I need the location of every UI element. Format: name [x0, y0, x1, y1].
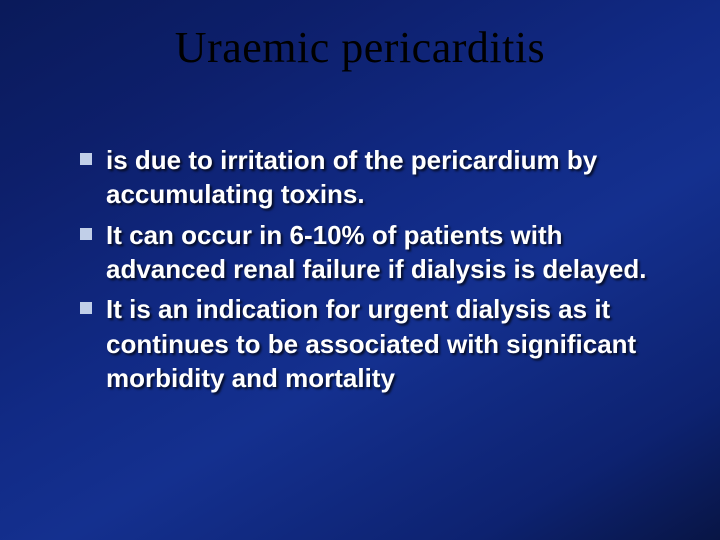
square-bullet-icon [80, 302, 92, 314]
slide-body: is due to irritation of the pericardium … [0, 73, 720, 395]
bullet-text: It is an indication for urgent dialysis … [106, 292, 672, 395]
bullet-text: It can occur in 6-10% of patients with a… [106, 218, 672, 287]
list-item: is due to irritation of the pericardium … [80, 143, 672, 212]
list-item: It can occur in 6-10% of patients with a… [80, 218, 672, 287]
square-bullet-icon [80, 153, 92, 165]
slide: Uraemic pericarditis is due to irritatio… [0, 0, 720, 540]
list-item: It is an indication for urgent dialysis … [80, 292, 672, 395]
bullet-text: is due to irritation of the pericardium … [106, 143, 672, 212]
square-bullet-icon [80, 228, 92, 240]
slide-title: Uraemic pericarditis [0, 0, 720, 73]
